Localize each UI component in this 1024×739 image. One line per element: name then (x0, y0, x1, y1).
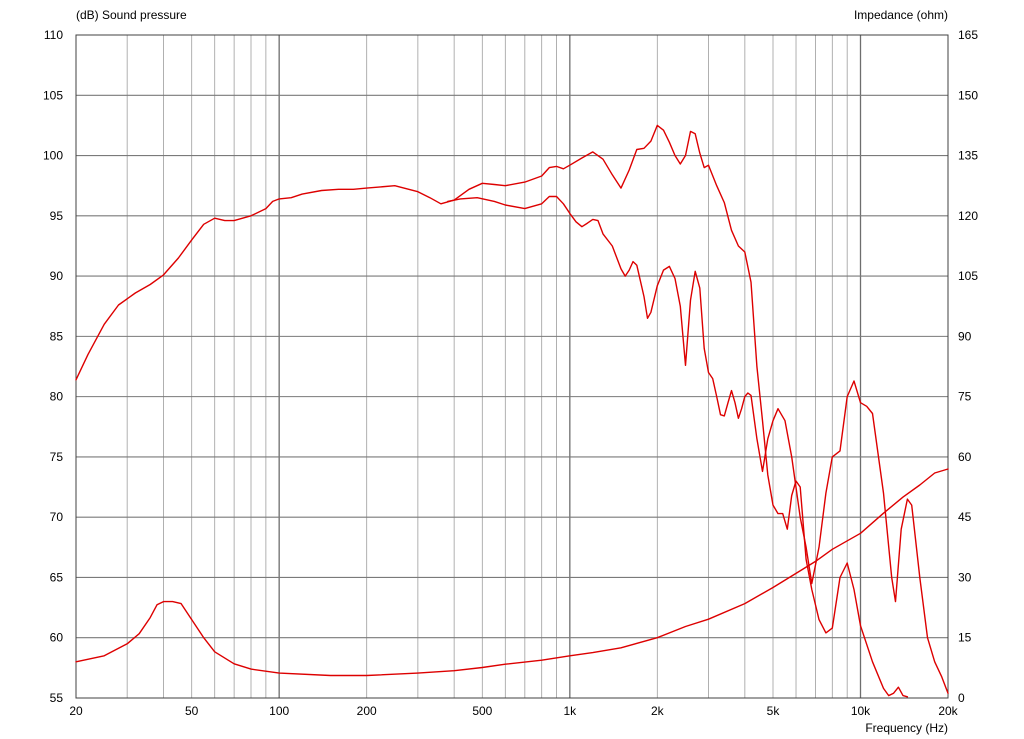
right-tick-label: 105 (958, 269, 978, 283)
plot-frame (75, 34, 949, 699)
left-axis-title: (dB) Sound pressure (76, 8, 187, 22)
impedance-curve (75, 468, 949, 677)
left-tick-label: 75 (50, 450, 64, 464)
x-tick-label: 200 (357, 704, 377, 718)
x-tick-label: 20 (69, 704, 83, 718)
left-tick-label: 60 (50, 631, 64, 645)
x-tick-label: 20k (938, 704, 958, 718)
x-tick-label: 100 (269, 704, 289, 718)
spl-curve-1 (75, 124, 909, 698)
x-tick-label: 5k (767, 704, 781, 718)
x-axis-title: Frequency (Hz) (865, 721, 948, 735)
x-tick-label: 10k (851, 704, 871, 718)
x-tick-label: 500 (472, 704, 492, 718)
right-tick-label: 0 (958, 691, 965, 705)
series-layer (75, 124, 949, 698)
left-tick-label: 80 (50, 390, 64, 404)
x-tick-label: 1k (563, 704, 577, 718)
right-tick-label: 150 (958, 88, 978, 102)
left-tick-label: 65 (50, 570, 64, 584)
x-tick-label: 50 (185, 704, 199, 718)
right-tick-label: 45 (958, 510, 972, 524)
left-tick-label: 105 (43, 88, 63, 102)
x-tick-label: 2k (651, 704, 665, 718)
left-tick-label: 70 (50, 510, 64, 524)
right-tick-label: 15 (958, 631, 972, 645)
right-tick-label: 60 (958, 450, 972, 464)
right-axis-title: Impedance (ohm) (854, 8, 948, 22)
x-tick-labels: 20 50 100 200 500 1k 2k 5k 10k 20k (69, 704, 958, 718)
left-tick-label: 90 (50, 269, 64, 283)
left-tick-label: 110 (44, 28, 63, 42)
left-tick-label: 85 (50, 329, 64, 343)
left-tick-label: 55 (50, 691, 64, 705)
left-tick-labels: 110 105 100 95 90 85 80 75 70 65 60 55 (43, 28, 63, 705)
right-tick-label: 120 (958, 209, 978, 223)
right-tick-label: 30 (958, 570, 972, 584)
right-tick-label: 165 (958, 28, 978, 42)
right-tick-label: 90 (958, 329, 972, 343)
left-tick-label: 100 (43, 149, 63, 163)
right-tick-label: 135 (958, 149, 978, 163)
right-tick-label: 75 (958, 390, 972, 404)
left-tick-label: 95 (50, 209, 64, 223)
spl-curve-2 (447, 195, 949, 694)
